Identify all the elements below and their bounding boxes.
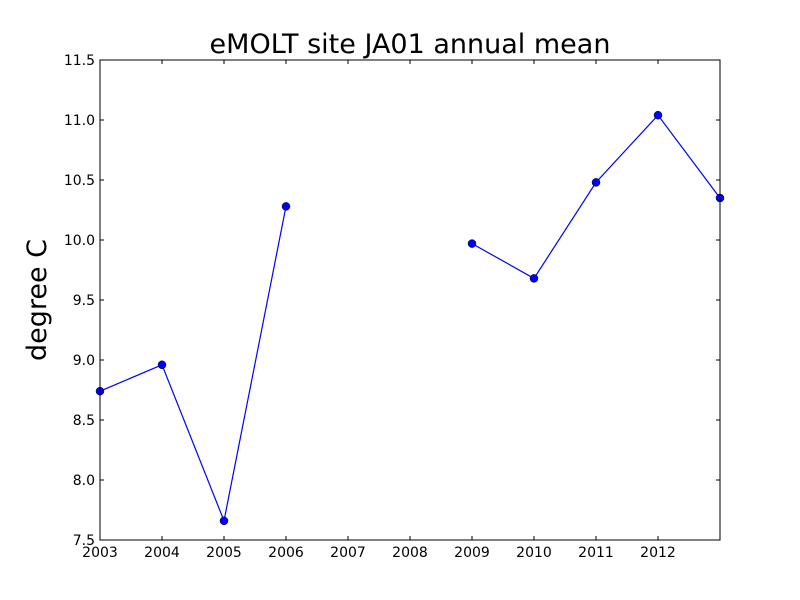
data-layer xyxy=(95,110,725,526)
x-tick-label: 2009 xyxy=(454,545,490,561)
y-tick-label: 10.0 xyxy=(64,233,95,249)
data-point xyxy=(467,239,477,248)
x-tick-label: 2008 xyxy=(392,545,428,561)
series-line-segment xyxy=(99,206,287,523)
y-tick-label: 8.5 xyxy=(73,413,95,429)
y-tick-label: 9.5 xyxy=(73,293,95,309)
data-point xyxy=(157,360,167,370)
data-point xyxy=(591,178,601,187)
y-tick-label: 7.5 xyxy=(73,533,95,549)
y-tick-label: 11.5 xyxy=(64,53,95,69)
series-line-segment xyxy=(471,114,721,280)
data-point xyxy=(281,202,291,211)
data-point xyxy=(219,516,229,526)
y-axis-label: degree C xyxy=(22,239,53,361)
x-tick-label: 2012 xyxy=(640,545,676,561)
x-tick-label: 2006 xyxy=(268,545,304,561)
x-tick-label: 2010 xyxy=(516,545,552,561)
x-tick-label: 2007 xyxy=(330,545,366,561)
y-tick-label: 8.0 xyxy=(73,473,95,489)
plot-area: 2003 2004 2005 2006 2007 2008 2009 2010 2011 2012… xyxy=(64,53,725,561)
x-tick-label: 2003 xyxy=(82,545,118,561)
x-tick-label: 2004 xyxy=(144,545,180,561)
y-tick-label: 11.0 xyxy=(64,113,95,129)
data-point xyxy=(653,110,663,120)
y-tick-label: 10.5 xyxy=(64,173,95,189)
x-tick-label: 2005 xyxy=(206,545,242,561)
data-point xyxy=(529,274,539,283)
x-tick-label: 2011 xyxy=(578,545,614,561)
plot-frame xyxy=(99,59,721,541)
y-tick-label: 9.0 xyxy=(73,353,95,369)
chart-title: eMOLT site JA01 annual mean xyxy=(210,29,611,60)
